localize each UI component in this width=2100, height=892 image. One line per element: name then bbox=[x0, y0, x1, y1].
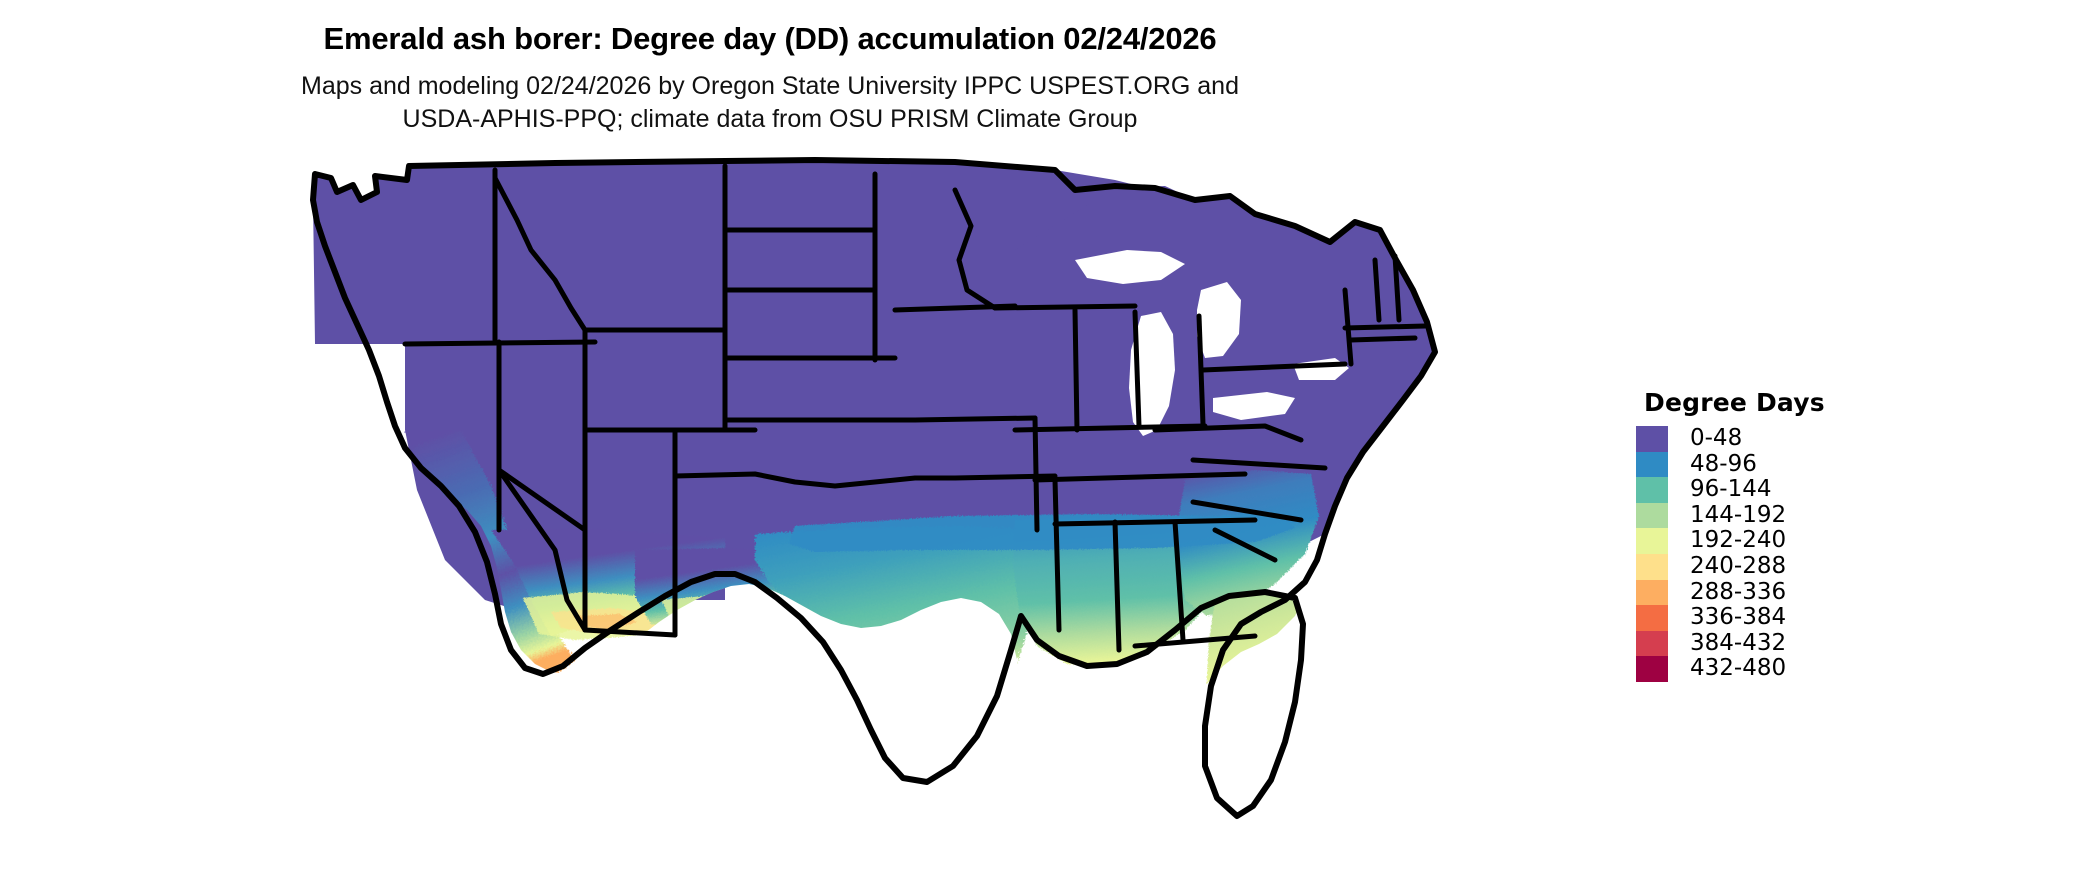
subtitle-line-2: USDA-APHIS-PPQ; climate data from OSU PR… bbox=[402, 105, 1138, 134]
legend-color-swatch bbox=[1636, 528, 1668, 554]
legend-item: 144-192 bbox=[1636, 501, 1936, 529]
legend-item: 336-384 bbox=[1636, 605, 1936, 631]
subtitle-line-1: Maps and modeling 02/24/2026 by Oregon S… bbox=[301, 72, 1239, 101]
page-title: Emerald ash borer: Degree day (DD) accum… bbox=[323, 21, 1217, 56]
border-sc-nc bbox=[1190, 499, 1304, 523]
border-il-in bbox=[1072, 307, 1080, 433]
border-ga-sc bbox=[1212, 527, 1278, 563]
border-mo-ar bbox=[912, 415, 1038, 423]
border-pa-ny bbox=[1200, 361, 1348, 373]
legend-item-label: 144-192 bbox=[1690, 501, 1787, 528]
legend-title: Degree Days bbox=[1644, 388, 1825, 417]
us-degree-day-map[interactable] bbox=[255, 130, 1575, 870]
legend-color-swatch bbox=[1636, 605, 1668, 631]
border-il-ky bbox=[1012, 423, 1208, 433]
national-outline bbox=[310, 157, 1438, 819]
title-block: Emerald ash borer: Degree day (DD) accum… bbox=[0, 0, 1540, 136]
legend-rows: 0-48 48-96 96-144 144-192 192-240 240-288 288-… bbox=[1636, 425, 1936, 682]
border-ok-tx bbox=[672, 471, 958, 489]
legend-item: 192-240 bbox=[1636, 528, 1936, 554]
legend-item-label: 96-144 bbox=[1690, 476, 1772, 503]
lake-erie bbox=[1213, 392, 1295, 420]
legend-color-swatch bbox=[1636, 630, 1668, 657]
state-borders bbox=[310, 157, 1438, 819]
legend-item: 96-144 bbox=[1636, 477, 1936, 503]
border-ky-tn bbox=[1032, 471, 1248, 483]
region-florida bbox=[1205, 592, 1303, 786]
lake-superior bbox=[1075, 250, 1185, 284]
legend-color-swatch bbox=[1636, 656, 1668, 682]
border-ne-south bbox=[1342, 323, 1428, 331]
border-ga-fl bbox=[1132, 633, 1258, 649]
legend: Degree Days 0-48 48-96 96-144 144-192 192-24… bbox=[1636, 388, 1936, 682]
border-al-ga bbox=[1172, 519, 1186, 643]
border-nc-va bbox=[1190, 457, 1328, 471]
border-nv-az bbox=[496, 467, 588, 533]
border-ca-az bbox=[496, 467, 588, 633]
region-texas bbox=[755, 526, 1035, 782]
border-az-south bbox=[582, 627, 678, 638]
legend-color-swatch bbox=[1636, 553, 1668, 580]
legend-color-swatch bbox=[1636, 579, 1668, 606]
lake-huron bbox=[1197, 282, 1241, 358]
border-ms-al bbox=[1112, 519, 1122, 653]
border-vt-nh bbox=[1372, 257, 1382, 323]
border-tn-ms-al bbox=[1052, 517, 1258, 527]
legend-color-swatch bbox=[1636, 502, 1668, 529]
legend-item: 48-96 bbox=[1636, 450, 1936, 478]
legend-item: 288-336 bbox=[1636, 578, 1936, 606]
legend-item-label: 240-288 bbox=[1690, 552, 1787, 579]
legend-color-swatch bbox=[1636, 426, 1668, 452]
border-mn-wi bbox=[952, 187, 998, 311]
legend-item-label: 0-48 bbox=[1690, 425, 1743, 451]
border-id-mt bbox=[492, 175, 588, 333]
region-central-plains bbox=[725, 330, 1160, 560]
legend-item-label: 288-336 bbox=[1690, 578, 1787, 605]
border-ma-ct bbox=[1348, 335, 1418, 343]
border-in-oh bbox=[1132, 309, 1142, 429]
legend-item-label: 192-240 bbox=[1690, 527, 1787, 554]
border-va-md-wv bbox=[1152, 423, 1304, 443]
legend-item: 432-480 bbox=[1636, 656, 1936, 682]
legend-item-label: 48-96 bbox=[1690, 450, 1757, 477]
legend-item: 384-432 bbox=[1636, 629, 1936, 657]
border-ar-mo-tn bbox=[1032, 415, 1040, 533]
border-nh-me bbox=[1392, 253, 1402, 323]
legend-item: 0-48 bbox=[1636, 425, 1936, 452]
legend-item-label: 432-480 bbox=[1690, 655, 1787, 682]
legend-item-label: 384-432 bbox=[1690, 629, 1787, 656]
border-wi-il bbox=[992, 303, 1138, 311]
legend-item: 240-288 bbox=[1636, 552, 1936, 580]
legend-color-swatch bbox=[1636, 477, 1668, 503]
legend-item-label: 336-384 bbox=[1690, 604, 1787, 631]
map-svg[interactable] bbox=[255, 130, 1575, 870]
region-gulf-coast bbox=[1013, 518, 1215, 666]
page-subtitle: Maps and modeling 02/24/2026 by Oregon S… bbox=[0, 70, 1540, 136]
border-la-ms bbox=[1052, 477, 1062, 633]
legend-color-swatch bbox=[1636, 451, 1668, 478]
region-northern-tier bbox=[313, 160, 1160, 344]
